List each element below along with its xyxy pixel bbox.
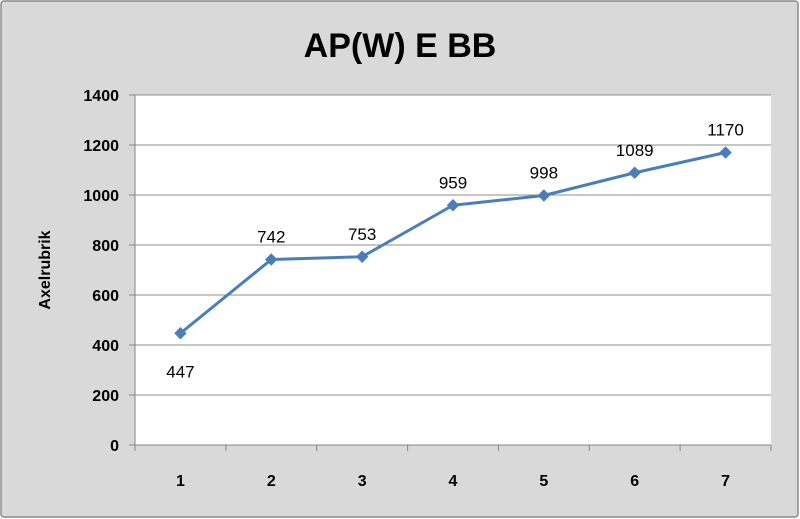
plot-area bbox=[135, 95, 771, 445]
x-tick-label: 6 bbox=[630, 473, 639, 490]
y-axis-label: Axelrubrik bbox=[37, 230, 54, 309]
x-tick-label: 7 bbox=[721, 473, 730, 490]
data-label: 959 bbox=[439, 173, 467, 192]
data-label: 1089 bbox=[616, 141, 654, 160]
data-point bbox=[174, 327, 187, 340]
x-tick-label: 1 bbox=[176, 473, 185, 490]
data-point bbox=[446, 199, 460, 212]
data-labels: 447 742 753 959 998 1089 1170 bbox=[166, 121, 744, 382]
data-point bbox=[537, 189, 551, 202]
x-tick-label: 2 bbox=[267, 473, 276, 490]
data-label: 998 bbox=[530, 164, 558, 183]
y-tick-label: 0 bbox=[110, 438, 119, 455]
y-tick-label: 600 bbox=[92, 288, 119, 305]
data-point bbox=[628, 166, 641, 179]
data-label: 753 bbox=[348, 225, 376, 244]
gridlines bbox=[135, 94, 771, 396]
data-point bbox=[719, 146, 732, 159]
x-tick-labels: 1 2 3 4 5 6 7 bbox=[176, 473, 730, 490]
data-label: 447 bbox=[166, 362, 194, 381]
y-tick-labels: 0 200 400 600 800 1000 1200 1400 bbox=[83, 88, 119, 455]
x-tick-label: 3 bbox=[358, 473, 367, 490]
data-point bbox=[265, 253, 278, 266]
y-tick-label: 800 bbox=[92, 238, 119, 255]
x-tick-label: 4 bbox=[449, 473, 458, 490]
y-tick-label: 1000 bbox=[83, 188, 119, 205]
y-tick-label: 200 bbox=[92, 388, 119, 405]
data-point bbox=[355, 250, 369, 263]
axes bbox=[129, 94, 772, 451]
chart-title: AP(W) E BB bbox=[304, 27, 497, 65]
y-tick-label: 1400 bbox=[83, 88, 119, 105]
data-points bbox=[174, 146, 732, 340]
data-label: 742 bbox=[257, 228, 285, 247]
y-tick-label: 400 bbox=[92, 338, 119, 355]
y-tick-label: 1200 bbox=[83, 138, 119, 155]
x-tick-label: 5 bbox=[539, 473, 548, 490]
data-label: 1170 bbox=[707, 121, 744, 140]
